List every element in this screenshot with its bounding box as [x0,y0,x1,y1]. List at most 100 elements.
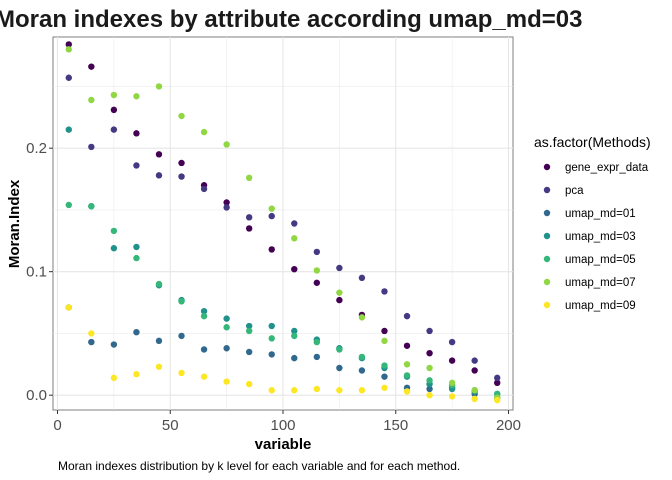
data-point [381,373,388,380]
data-point [381,362,388,369]
data-point [426,377,433,384]
data-point [426,364,433,372]
data-point [448,379,456,387]
data-point [110,227,118,235]
data-point [358,353,366,361]
data-point [65,74,72,81]
data-point [65,201,72,209]
data-point [291,327,298,335]
data-point [223,204,230,211]
data-point [268,205,275,212]
data-point [448,357,456,364]
data-point [133,243,140,251]
data-point [358,387,366,394]
y-tick-label: 0.0 [26,387,47,404]
data-point [245,214,253,221]
data-point [133,130,140,137]
data-point [358,314,366,321]
y-axis-title: Moran.Index [6,179,23,268]
data-point [403,342,411,349]
data-point [155,172,163,179]
legend-key [543,255,551,263]
legend-label: umap_md=05 [565,254,636,266]
data-point [494,396,501,404]
data-point [336,289,343,296]
x-tick-label: 0 [53,417,61,434]
data-point [133,162,140,169]
data-point [403,312,411,320]
chart-caption: Moran indexes distribution by k level fo… [58,459,460,473]
data-point [313,267,321,274]
data-point [494,374,501,382]
legend-label: umap_md=01 [565,208,636,220]
data-point [178,173,185,180]
legend-key [543,163,551,171]
data-point [494,379,501,387]
data-point [155,280,163,288]
data-point [200,373,208,380]
x-axis-ticks: 0 50 100 150 200 [53,410,521,434]
series-umap_md=05 [65,201,501,398]
series-umap_md=07 [65,46,501,401]
data-point [223,315,230,322]
data-point [471,395,478,403]
data-point [268,351,275,358]
legend-title: as.factor(Methods) [534,134,651,150]
data-point [65,41,72,48]
data-point [110,91,118,99]
data-point [291,387,298,394]
data-point [403,361,411,368]
data-point [268,387,275,394]
data-point [268,322,275,330]
data-point [426,385,433,393]
data-point [245,174,253,182]
data-point [381,327,388,335]
data-point [448,393,456,400]
y-axis-ticks: 0.0 0.1 0.2 [26,140,53,404]
data-points [65,41,501,404]
data-point [88,143,95,151]
data-point [178,298,185,305]
y-tick-label: 0.2 [26,140,47,157]
data-point [426,349,433,357]
data-point [381,384,388,391]
data-point [65,46,72,53]
data-point [245,225,253,232]
data-point [88,96,95,104]
data-point [403,388,411,395]
data-point [178,112,185,120]
data-point [65,304,72,311]
series-pca [65,74,501,382]
chart-title: Moran indexes by attribute according uma… [0,6,582,33]
data-point [291,265,298,273]
data-point [245,380,253,388]
y-tick-label: 0.1 [26,264,47,281]
data-point [291,354,298,362]
legend-label: umap_md=03 [565,231,636,243]
data-point [65,126,72,133]
data-point [336,387,343,394]
data-point [178,332,185,340]
data-point [200,185,208,193]
data-point [200,307,208,315]
data-point [471,357,478,364]
data-point [426,391,433,399]
data-point [358,274,366,282]
x-tick-label: 50 [162,417,179,434]
legend-label: pca [565,185,584,197]
data-point [245,348,253,356]
data-point [133,254,140,262]
data-point [268,212,275,220]
data-point [245,327,253,335]
data-point [110,341,118,348]
data-point [381,288,388,295]
data-point [155,83,163,90]
data-point [110,374,118,382]
legend-key [543,209,551,217]
data-point [223,199,230,206]
x-tick-label: 200 [496,417,521,434]
data-point [268,335,275,342]
data-point [336,364,343,372]
